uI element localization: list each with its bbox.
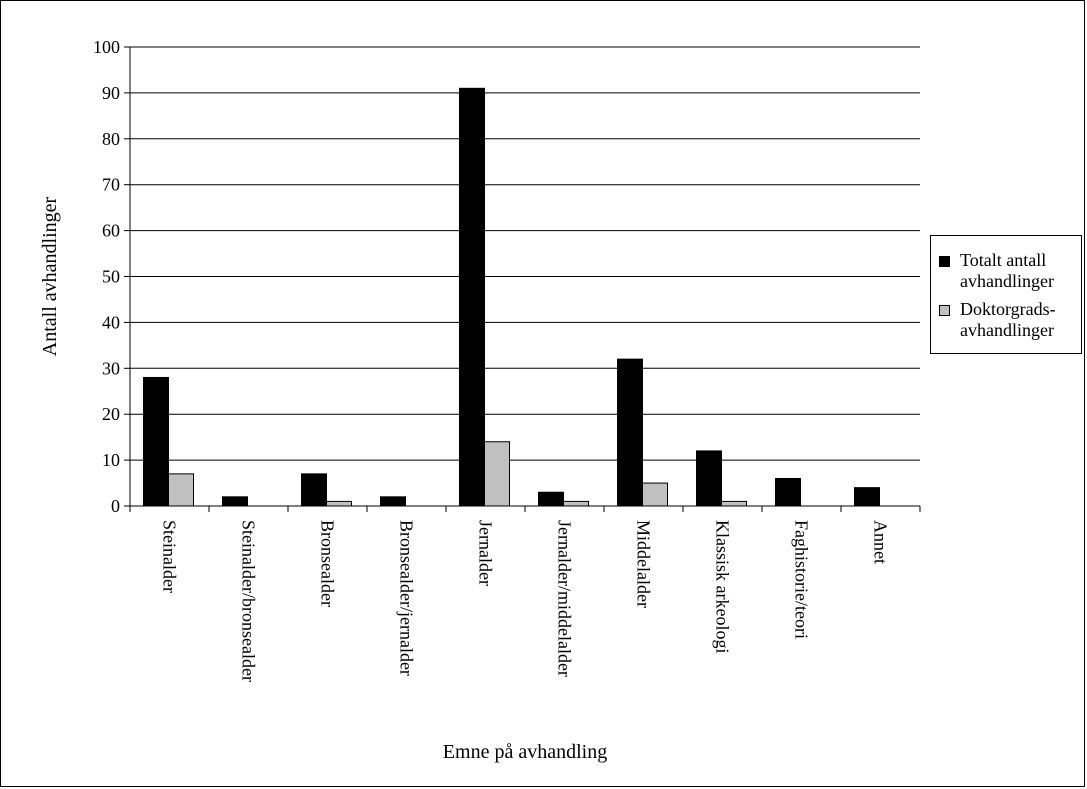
- y-tick-label: 60: [102, 221, 120, 241]
- y-axis-title: Antall avhandlinger: [39, 196, 61, 356]
- legend-swatch-doctoral: [939, 305, 950, 316]
- x-tick-label: Bronsealder: [318, 520, 338, 607]
- x-axis-title: Emne på avhandling: [443, 741, 607, 763]
- bar: [696, 450, 722, 507]
- x-tick-label: Annet: [871, 520, 891, 564]
- y-tick-label: 30: [102, 358, 120, 378]
- bar: [538, 491, 564, 507]
- bar: [326, 500, 352, 507]
- y-tick-label: 70: [102, 175, 120, 195]
- legend-label-doctoral: Doktorgrads- avhandlinger: [960, 299, 1056, 340]
- x-tick-label: Middelalder: [634, 520, 654, 608]
- x-tick-label: Klassisk arkeologi: [713, 520, 733, 653]
- bar: [459, 87, 485, 507]
- bar: [642, 482, 668, 507]
- x-tick-label: Jernalder/middelalder: [555, 520, 575, 677]
- y-tick-label: 0: [111, 496, 120, 516]
- bar: [380, 496, 406, 507]
- y-tick-label: 20: [102, 404, 120, 424]
- bar: [301, 473, 327, 507]
- bar: [721, 500, 747, 507]
- y-tick-label: 90: [102, 83, 120, 103]
- bar: [617, 358, 643, 507]
- y-tick-label: 80: [102, 129, 120, 149]
- x-tick-label: Faghistorie/teori: [792, 520, 812, 639]
- legend: Totalt antall avhandlinger Doktorgrads- …: [930, 235, 1082, 354]
- bar: [484, 441, 510, 507]
- bar: [168, 473, 194, 507]
- y-tick-label: 50: [102, 267, 120, 287]
- y-tick-label: 40: [102, 312, 120, 332]
- legend-label-total: Totalt antall avhandlinger: [960, 250, 1054, 291]
- y-tick-label: 100: [93, 37, 120, 57]
- bar: [143, 376, 169, 507]
- y-tick-label: 10: [102, 450, 120, 470]
- x-tick-label: Steinalder: [160, 520, 180, 593]
- bar: [775, 477, 801, 507]
- x-tick-label: Jernalder: [476, 520, 496, 586]
- x-tick-label: Steinalder/bronsealder: [239, 520, 259, 682]
- bar: [222, 496, 248, 507]
- bar: [854, 487, 880, 507]
- legend-swatch-total: [939, 256, 950, 267]
- bar: [563, 500, 589, 507]
- x-tick-label: Bronsealder/jernalder: [397, 520, 417, 676]
